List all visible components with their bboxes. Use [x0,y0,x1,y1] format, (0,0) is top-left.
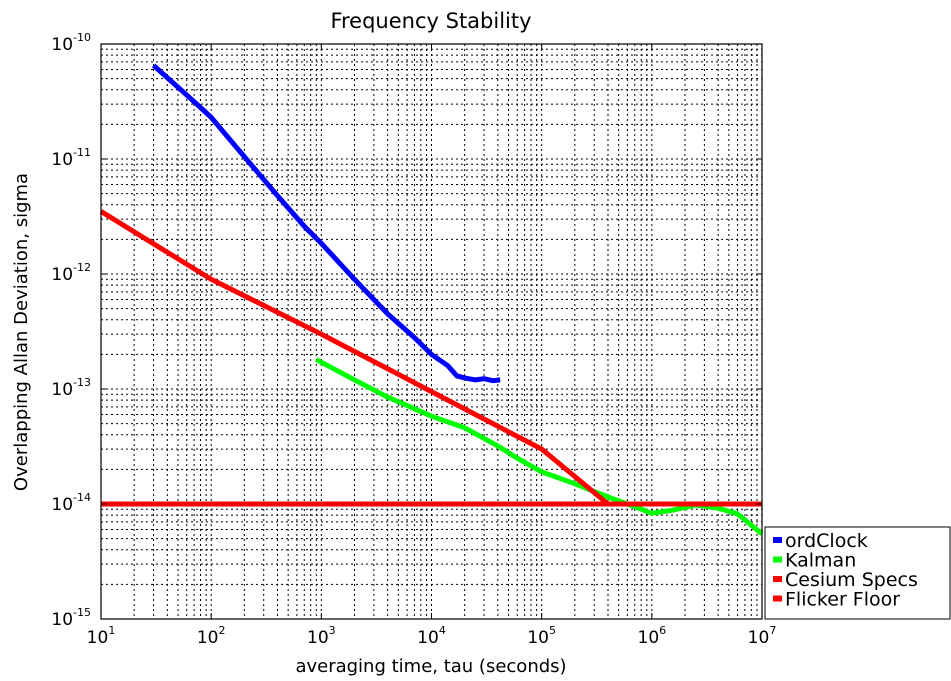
x-axis-label: averaging time, tau (seconds) [295,656,566,677]
series-lines [99,63,764,536]
y-axis-label: Overlapping Allan Deviation, sigma [11,173,32,491]
series-line-ordclock [151,63,501,384]
chart-title: Frequency Stability [330,9,531,33]
axis-ticks: 101 102 103 104 105 106 107 10-15 10-14 10-13 10-1… [51,31,776,648]
legend-swatch [773,576,782,582]
grid-lines [101,44,762,619]
x-tick-label: 102 [197,624,226,648]
series-line-cesium-specs [99,209,610,506]
y-tick-label: 10-11 [51,146,91,170]
x-tick-label: 107 [748,624,777,648]
x-tick-label: 106 [638,624,667,648]
y-tick-label: 10-13 [51,376,91,400]
legend-label: ordClock [785,530,868,552]
x-tick-label: 103 [307,624,336,648]
legend-swatch [773,595,782,602]
x-tick-label: 104 [417,624,446,648]
y-tick-label: 10-12 [51,261,91,285]
x-tick-label: 105 [527,624,556,648]
x-tick-label: 101 [87,624,116,648]
legend-box [764,526,951,620]
y-tick-label: 10-10 [51,31,91,55]
y-tick-label: 10-15 [51,606,91,630]
legend-label: Flicker Floor [785,589,900,611]
legend-label: Kalman [785,550,856,572]
y-tick-label: 10-14 [51,491,91,515]
legend-label: Cesium Specs [785,569,918,591]
legend-swatch [773,537,782,543]
legend-swatch [773,556,782,563]
